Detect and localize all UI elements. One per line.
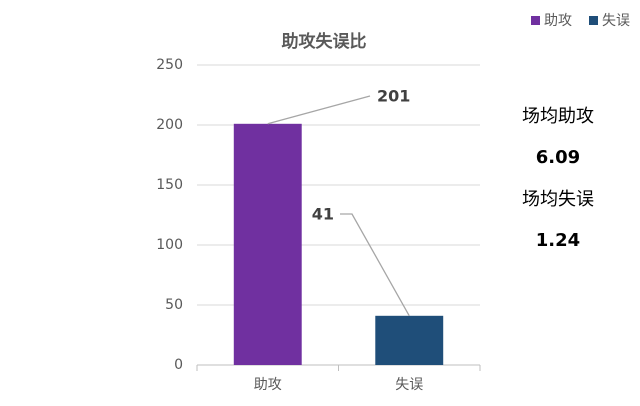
stat-value: 6.09 — [536, 147, 580, 168]
x-tick-label: 失误 — [395, 377, 423, 393]
bar — [375, 315, 444, 365]
stat-label: 场均助攻 — [522, 106, 594, 127]
y-tick-label: 0 — [174, 357, 183, 373]
legend-label: 失误 — [602, 13, 630, 29]
legend-label: 助攻 — [544, 13, 572, 29]
leader-line — [267, 95, 371, 125]
legend-swatch — [531, 16, 540, 25]
y-tick-label: 100 — [156, 237, 183, 253]
y-tick-label: 250 — [156, 57, 183, 73]
y-tick-label: 150 — [156, 177, 183, 193]
bar — [233, 123, 302, 365]
y-tick-label: 200 — [156, 117, 183, 133]
y-tick-label: 50 — [165, 297, 183, 313]
legend-swatch — [589, 16, 598, 25]
leader-line — [340, 213, 410, 317]
x-tick-label: 助攻 — [254, 377, 282, 393]
data-label: 41 — [312, 205, 334, 224]
data-label: 201 — [377, 87, 410, 106]
chart-title: 助攻失误比 — [282, 31, 367, 52]
stat-label: 场均失误 — [522, 189, 594, 210]
stat-value: 1.24 — [536, 230, 580, 251]
